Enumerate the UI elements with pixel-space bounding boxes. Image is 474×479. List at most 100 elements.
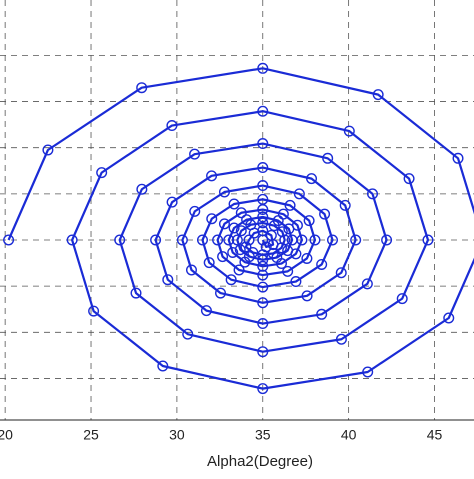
marker [247, 246, 259, 258]
marker [235, 225, 247, 237]
marker [367, 188, 379, 200]
marker [322, 152, 334, 164]
x-tick-label: 35 [255, 427, 271, 443]
x-tick-label: 30 [169, 427, 185, 443]
marker [301, 290, 313, 302]
marker [282, 245, 294, 257]
marker [257, 204, 269, 216]
marker [166, 196, 178, 208]
marker [301, 252, 313, 264]
marker [218, 186, 230, 198]
marker [233, 264, 245, 276]
x-tick-label: 40 [341, 427, 357, 443]
marker [372, 89, 384, 101]
marker [243, 234, 255, 246]
marker [257, 234, 269, 246]
marker [257, 297, 269, 309]
marker [162, 274, 174, 286]
marker [284, 199, 296, 211]
marker [189, 205, 201, 217]
marker [452, 152, 464, 164]
marker [185, 264, 197, 276]
marker [240, 241, 252, 253]
x-tick-label: 20 [0, 427, 13, 443]
marker [217, 251, 229, 263]
marker [136, 183, 148, 195]
marker [130, 287, 142, 299]
marker [200, 305, 212, 317]
marker [136, 82, 148, 94]
marker [309, 234, 321, 246]
marker [276, 226, 288, 238]
marker [231, 234, 243, 246]
marker [228, 222, 240, 234]
marker [166, 120, 178, 132]
marker [260, 241, 272, 253]
marker [176, 234, 188, 246]
marker [218, 218, 230, 230]
marker [234, 244, 246, 256]
marker [381, 234, 393, 246]
marker [215, 287, 227, 299]
marker [257, 318, 269, 330]
marker [306, 173, 318, 185]
marker [257, 217, 269, 229]
marker [303, 215, 315, 227]
marker [42, 144, 54, 156]
marker [257, 105, 269, 117]
x-axis-label: Alpha2(Degree) [207, 453, 313, 470]
marker [114, 234, 126, 246]
marker [189, 148, 201, 160]
grid [0, 0, 474, 420]
marker [88, 305, 100, 317]
marker [361, 278, 373, 290]
marker [3, 234, 15, 246]
marker [257, 180, 269, 192]
marker [212, 234, 224, 246]
marker [257, 269, 269, 281]
marker [225, 274, 237, 286]
series-line [7, 67, 474, 390]
marker [257, 383, 269, 395]
marker [335, 267, 347, 279]
marker [257, 254, 269, 266]
marker [286, 234, 298, 246]
marker [96, 167, 108, 179]
x-tick-label: 45 [427, 427, 443, 443]
marker [290, 276, 302, 288]
marker [293, 188, 305, 200]
marker [257, 138, 269, 150]
marker [257, 62, 269, 74]
marker [157, 360, 169, 372]
marker [267, 239, 279, 251]
marker [235, 207, 247, 219]
marker [316, 308, 328, 320]
marker [422, 234, 434, 246]
marker [206, 170, 218, 182]
marker [203, 257, 215, 269]
marker [182, 328, 194, 340]
x-tick-label: 25 [83, 427, 99, 443]
marker [267, 247, 279, 259]
marker [228, 198, 240, 210]
marker [443, 312, 455, 324]
marker [283, 223, 295, 235]
marker [403, 173, 415, 185]
marker [196, 234, 208, 246]
marker [350, 234, 362, 246]
marker [223, 234, 235, 246]
marker [396, 293, 408, 305]
marker [257, 211, 269, 223]
marker [206, 213, 218, 225]
marker [339, 199, 351, 211]
marker [66, 234, 78, 246]
plot-area [3, 62, 474, 395]
marker [227, 246, 239, 258]
marker [335, 333, 347, 345]
marker [257, 162, 269, 174]
marker [257, 346, 269, 358]
marker [316, 258, 328, 270]
marker [319, 208, 331, 220]
